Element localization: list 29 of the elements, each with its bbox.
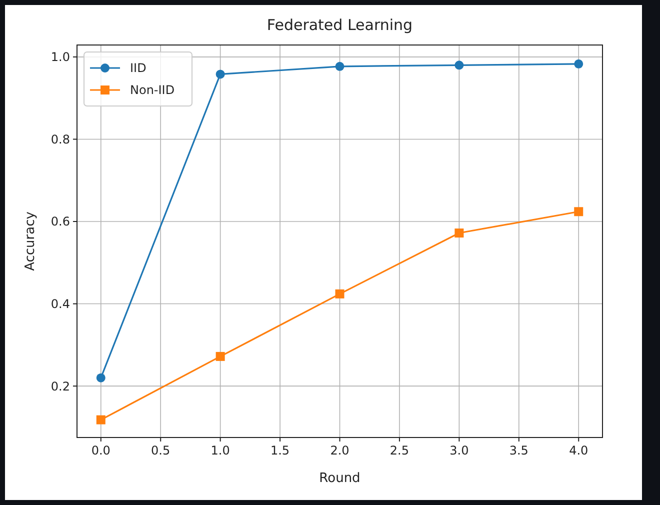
x-tick-label: 2.5 (390, 444, 410, 458)
x-tick-label: 3.5 (509, 444, 528, 458)
x-tick-label: 4.0 (569, 444, 588, 458)
point (454, 60, 464, 70)
point (335, 289, 344, 298)
y-tick-label: 0.6 (50, 214, 70, 229)
y-tick-label: 1.0 (50, 50, 70, 64)
y-axis-title: Accuracy (23, 211, 38, 271)
x-axis-title: Round (319, 471, 360, 486)
legend-label: Non-IID (130, 83, 175, 98)
y-tick-label: 0.8 (50, 132, 70, 146)
x-tick-label: 3.0 (450, 444, 469, 458)
point (96, 373, 106, 382)
point (454, 228, 464, 238)
point (574, 59, 584, 68)
legend-label: IID (130, 61, 146, 76)
chart-title: Federated Learning (266, 16, 413, 34)
y-tick-label: 0.2 (50, 379, 70, 394)
x-tick-label: 1.0 (210, 444, 230, 458)
point (216, 70, 225, 79)
x-tick-label: 0.0 (91, 444, 110, 458)
x-tick-label: 2.0 (330, 444, 350, 458)
x-tick-label: 1.5 (270, 444, 290, 458)
y-tick-label: 0.4 (50, 296, 70, 311)
point (335, 62, 344, 71)
point (216, 352, 225, 361)
point (96, 415, 106, 424)
point (574, 207, 584, 216)
x-tick-label: 0.5 (151, 444, 170, 458)
